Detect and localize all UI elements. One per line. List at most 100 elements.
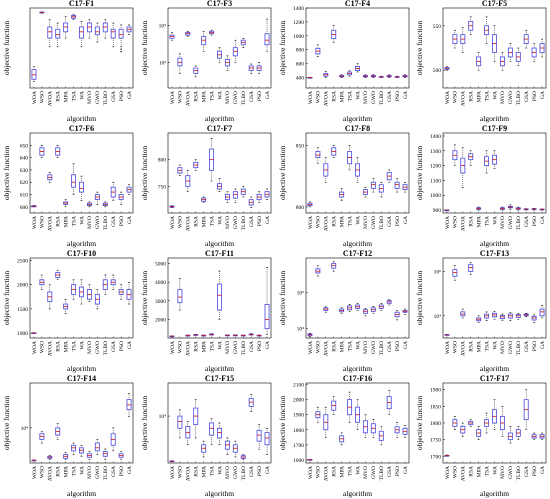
x-tick-label: TLBO <box>379 466 385 480</box>
y-axis-label: objective function <box>2 21 11 76</box>
box-ga <box>402 308 408 315</box>
box-mpa <box>476 206 482 211</box>
iqr-box <box>484 25 490 36</box>
x-tick-label: GWO <box>95 91 101 104</box>
box-gwo <box>507 43 513 62</box>
x-tick-label: WOA <box>32 91 38 104</box>
box-gwo <box>370 306 376 314</box>
x-tick-label: WA <box>79 216 85 225</box>
x-tick-label: WA <box>217 341 223 350</box>
box-plot-svg: C17-F7 750 800 objective function WOA WSO AVOA… <box>140 124 272 248</box>
x-tick-label: WA <box>217 466 223 475</box>
box-avoa <box>47 19 53 48</box>
chart-panel-c17-f11: C17-F11 2000 3000 4000 5000 objective functio… <box>138 249 275 374</box>
plot-frame <box>305 257 410 339</box>
box-plot-svg: C17-F10 1000 1500 2000 2500 objective functio… <box>2 249 134 373</box>
x-tick-label: GWO <box>95 216 101 229</box>
x-axis-label: algorithm <box>205 239 234 248</box>
x-tick-label: WOA <box>308 466 314 479</box>
x-tick-label: PSO <box>395 91 401 101</box>
x-tick-label: TSA <box>71 341 77 351</box>
x-tick-label: GWO <box>233 466 239 479</box>
x-tick-label: TLBO <box>379 341 385 355</box>
iqr-box <box>323 163 329 177</box>
x-tick-label: AVOA <box>48 91 54 106</box>
y-tick-label: 1000 <box>430 193 441 199</box>
x-tick-label: GA <box>127 466 133 474</box>
x-tick-label: TLBO <box>103 91 109 105</box>
box-rsa <box>468 150 474 166</box>
x-tick-label: GSA <box>111 216 117 227</box>
outlier-point <box>120 48 122 50</box>
x-tick-label: WSO <box>453 341 459 353</box>
iqr-box <box>79 181 84 193</box>
chart-title: C17-F7 <box>207 124 232 133</box>
x-tick-label: AVOA <box>324 216 330 231</box>
x-tick-label: AVOA <box>324 91 330 106</box>
box-ga <box>126 393 132 417</box>
box-ga <box>264 188 270 200</box>
box-mvo <box>224 55 230 71</box>
box-mvo <box>86 284 92 302</box>
x-tick-label: TLBO <box>241 341 247 355</box>
x-tick-label: MVO <box>363 216 369 229</box>
x-tick-label: WSO <box>40 466 46 478</box>
box-mvo <box>362 74 368 78</box>
y-tick-label: 1600 <box>293 458 304 464</box>
x-tick-label: MVO <box>363 341 369 354</box>
box-tsa <box>484 150 490 174</box>
box-tlbo <box>240 38 246 48</box>
box-gsa <box>248 333 254 336</box>
x-tick-label: GSA <box>524 216 530 227</box>
box-gsa <box>110 274 116 290</box>
box-tsa <box>347 391 353 423</box>
y-tick-label: 10⁶ <box>434 269 442 275</box>
chart-panel-c17-f17: C17-F17 1700 1750 1800 1850 1900 objective fun… <box>413 374 550 499</box>
x-tick-label: GA <box>403 91 409 99</box>
box-woa <box>444 334 450 336</box>
y-tick-label: 1000 <box>293 34 304 40</box>
chart-title: C17-F15 <box>205 374 234 383</box>
x-tick-label: WA <box>492 216 498 225</box>
x-tick-label: GSA <box>387 466 393 477</box>
box-avoa <box>185 170 191 192</box>
x-tick-label: AVOA <box>461 91 467 106</box>
x-tick-label: TLBO <box>103 216 109 230</box>
y-tick-label: 1800 <box>293 428 304 434</box>
box-mpa <box>201 196 207 203</box>
x-tick-label: WOA <box>445 91 451 104</box>
x-tick-label: TSA <box>209 341 215 351</box>
iqr-box <box>347 399 353 416</box>
box-avoa <box>185 30 191 37</box>
x-tick-label: GA <box>265 216 271 224</box>
plot-frame <box>167 257 272 339</box>
box-wa <box>79 175 84 201</box>
box-rsa <box>55 423 61 440</box>
box-ga <box>264 267 270 335</box>
box-woa <box>444 209 450 212</box>
chart-panel-c17-f6: C17-F6 600 610 620 630 640 650 objective functi… <box>0 124 137 249</box>
x-tick-label: GWO <box>508 341 514 354</box>
iqr-box <box>370 181 376 189</box>
x-tick-label: MPA <box>476 216 482 227</box>
x-tick-label: MPA <box>201 466 207 477</box>
iqr-box <box>201 444 207 453</box>
box-woa <box>169 32 175 41</box>
y-tick-label: 620 <box>20 180 29 186</box>
x-axis-label: algorithm <box>343 489 372 498</box>
x-tick-label: PSO <box>532 91 538 101</box>
x-tick-label: WOA <box>170 216 176 229</box>
x-tick-label: WA <box>79 91 85 100</box>
box-mvo <box>86 201 92 208</box>
box-woa <box>307 332 313 338</box>
box-gsa <box>523 389 529 430</box>
box-pso <box>256 334 262 337</box>
x-tick-label: WOA <box>308 216 314 229</box>
x-tick-label: RSA <box>332 216 338 227</box>
chart-panel-c17-f1: C17-F1 objective function WOA WSO AVOA RSA MPA… <box>0 0 137 124</box>
x-tick-label: WSO <box>316 341 322 353</box>
iqr-box <box>264 33 270 46</box>
y-tick-label: 10⁴ <box>297 327 305 333</box>
x-tick-label: GA <box>127 91 133 99</box>
x-tick-label: MPA <box>201 216 207 227</box>
